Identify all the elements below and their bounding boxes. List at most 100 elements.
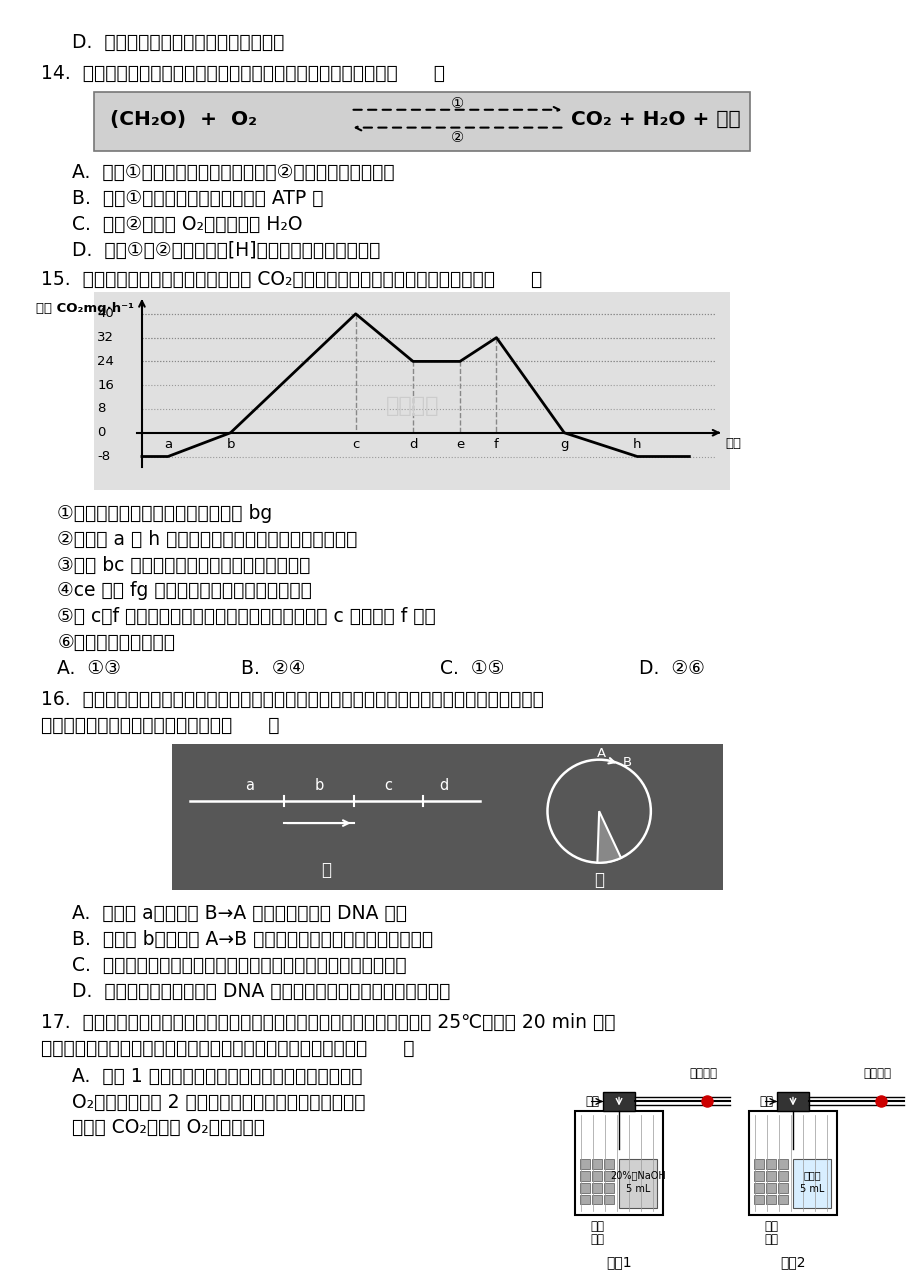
Bar [766, 1195, 776, 1204]
Text: 8: 8 [97, 403, 106, 415]
Bar [580, 1182, 590, 1192]
Text: ③影响 bc 段光合速率的外界因素只有光照强度: ③影响 bc 段光合速率的外界因素只有光照强度 [57, 555, 311, 575]
Bar [777, 1092, 808, 1111]
Text: a: a [244, 777, 254, 792]
Bar [777, 1171, 788, 1181]
Text: 吸释放 CO₂和消耗 O₂的体积之差: 吸释放 CO₂和消耗 O₂的体积之差 [73, 1119, 265, 1138]
Text: ①该植物进行光合作用的时间区段是 bg: ①该植物进行光合作用的时间区段是 bg [57, 505, 272, 524]
Bar [792, 1159, 830, 1209]
Text: ②: ② [450, 130, 463, 144]
Text: ⑥该植物处于生长时期: ⑥该植物处于生长时期 [57, 633, 176, 652]
Text: A.  甲中的 a、乙中的 B→A 时细胞正在进行 DNA 复制: A. 甲中的 a、乙中的 B→A 时细胞正在进行 DNA 复制 [73, 905, 407, 924]
Text: A: A [596, 748, 605, 761]
Text: 20%的NaOH: 20%的NaOH [609, 1170, 665, 1180]
Bar [592, 1159, 601, 1168]
Bar [580, 1195, 590, 1204]
Text: 24: 24 [97, 355, 114, 368]
Text: 40: 40 [97, 307, 114, 320]
Text: 种子: 种子 [764, 1233, 777, 1246]
Text: 32: 32 [97, 331, 114, 344]
Text: -8: -8 [97, 450, 110, 462]
Text: 吸收 CO₂mg·h⁻¹: 吸收 CO₂mg·h⁻¹ [36, 302, 134, 315]
Text: CO₂ + H₂O + 能量: CO₂ + H₂O + 能量 [571, 110, 740, 129]
Text: B: B [622, 755, 630, 769]
Bar [777, 1159, 788, 1168]
Text: ①: ① [450, 96, 463, 111]
Bar [603, 1092, 634, 1111]
Text: 17.  如图所示装置测定种子萌发时进行的细胞呼吸类型。同时关闭活塞，在 25℃下经过 20 min 再观: 17. 如图所示装置测定种子萌发时进行的细胞呼吸类型。同时关闭活塞，在 25℃下… [40, 1013, 615, 1032]
Text: A.  过程①只能在线粒体中进行，过程②只能在叶绿体中进行: A. 过程①只能在线粒体中进行，过程②只能在叶绿体中进行 [73, 163, 394, 182]
Text: c: c [384, 777, 392, 792]
Bar [766, 1159, 776, 1168]
Bar [574, 1111, 662, 1215]
Text: ④ce 段与 fg 段光合速率下降的原因完全相同: ④ce 段与 fg 段光合速率下降的原因完全相同 [57, 581, 312, 600]
Text: f: f [494, 438, 498, 451]
Bar [777, 1182, 788, 1192]
Text: 红色液滴: 红色液滴 [689, 1066, 717, 1079]
Text: 装置2: 装置2 [779, 1255, 805, 1269]
Text: A.  ①③: A. ①③ [57, 659, 121, 678]
Bar [94, 292, 730, 490]
Text: e: e [455, 438, 463, 451]
Bar [618, 1159, 656, 1209]
Text: B.  图中的 b、乙中的 A→B 时细胞会出现染色体数目加倍的时期: B. 图中的 b、乙中的 A→B 时细胞会出现染色体数目加倍的时期 [73, 930, 433, 949]
Text: 示结果分析其细胞周期，不正确的是（      ）: 示结果分析其细胞周期，不正确的是（ ） [40, 716, 278, 735]
Bar [604, 1182, 613, 1192]
Wedge shape [596, 812, 620, 862]
Text: 装置1: 装置1 [606, 1255, 631, 1269]
Text: 15.  下图为某植株在夏季晴天一昼夜内 CO₂吸收量的变化情况，以下判断正确的是（      ）: 15. 下图为某植株在夏季晴天一昼夜内 CO₂吸收量的变化情况，以下判断正确的是… [40, 270, 541, 289]
Bar [592, 1171, 601, 1181]
Text: C.  过程②产生的 O₂中的氧来自 H₂O: C. 过程②产生的 O₂中的氧来自 H₂O [73, 215, 302, 234]
Text: b: b [314, 777, 323, 792]
Bar [580, 1171, 590, 1181]
Text: 甲: 甲 [321, 861, 331, 879]
Bar [766, 1182, 776, 1192]
Text: d: d [439, 777, 448, 792]
Text: ⑤若 c、f 时刻的光合速率相等，则植物呼吸速率为 c 时刻大于 f 时刻: ⑤若 c、f 时刻的光合速率相等，则植物呼吸速率为 c 时刻大于 f 时刻 [57, 608, 436, 626]
Text: 时间: 时间 [724, 437, 741, 450]
Text: a: a [164, 438, 172, 451]
Text: D.  胰岛素含有氮元素，能调节生命活动: D. 胰岛素含有氮元素，能调节生命活动 [73, 33, 284, 51]
Bar [766, 1171, 776, 1181]
Text: 红色液滴: 红色液滴 [863, 1066, 891, 1079]
Text: 察红色液滴的移动情况，下列对实验结果的分析不符合实际的是（      ）: 察红色液滴的移动情况，下列对实验结果的分析不符合实际的是（ ） [40, 1040, 414, 1057]
Bar [580, 1159, 590, 1168]
FancyBboxPatch shape [94, 92, 749, 152]
Text: ②植物在 a 和 h 时刻只进行呼吸作用，不进行光合作用: ②植物在 a 和 h 时刻只进行呼吸作用，不进行光合作用 [57, 530, 357, 549]
Text: D.  过程①和②中均能产生[H]，且二者还原的物质相同: D. 过程①和②中均能产生[H]，且二者还原的物质相同 [73, 241, 380, 260]
Text: 蒸馏水: 蒸馏水 [802, 1170, 820, 1180]
Text: 5 mL: 5 mL [625, 1184, 650, 1194]
Text: B.  ②④: B. ②④ [241, 659, 305, 678]
Text: A.  装置 1 的红色液滴向左移动的体积是细胞呼吸消耗: A. 装置 1 的红色液滴向左移动的体积是细胞呼吸消耗 [73, 1066, 362, 1085]
Text: D.  根据在细胞周期中阻断 DNA 复制的原理，可以控制癌细胞的增生: D. 根据在细胞周期中阻断 DNA 复制的原理，可以控制癌细胞的增生 [73, 981, 450, 1000]
Text: 活塞: 活塞 [758, 1094, 772, 1108]
Bar [172, 744, 722, 891]
Text: 乙: 乙 [594, 870, 604, 889]
Text: 活塞: 活塞 [584, 1094, 598, 1108]
Bar [604, 1159, 613, 1168]
Text: 0: 0 [97, 427, 106, 440]
Text: 萌发: 萌发 [764, 1220, 777, 1233]
Bar [754, 1195, 764, 1204]
Text: b: b [226, 438, 234, 451]
Text: D.  ②⑥: D. ②⑥ [638, 659, 704, 678]
Bar [777, 1195, 788, 1204]
Text: C.  甲、乙中会发生同源染色体的分离，非同源染色体的自由组合: C. 甲、乙中会发生同源染色体的分离，非同源染色体的自由组合 [73, 956, 406, 975]
Text: 16: 16 [97, 378, 114, 391]
Text: C.  ①⑤: C. ①⑤ [439, 659, 504, 678]
Text: c: c [352, 438, 359, 451]
Text: 14.  下图是细胞中糖类合成与分解过程示意图，下列叙述正确的是（      ）: 14. 下图是细胞中糖类合成与分解过程示意图，下列叙述正确的是（ ） [40, 64, 444, 83]
Text: g: g [560, 438, 568, 451]
Text: 16.  甲乙两图均表示连续分裂的细胞的细胞周期图示，乙中按箭头方向，表示细胞周期。从图中所: 16. 甲乙两图均表示连续分裂的细胞的细胞周期图示，乙中按箭头方向，表示细胞周期… [40, 691, 543, 710]
Bar [592, 1195, 601, 1204]
Text: (CH₂O)  +  O₂: (CH₂O) + O₂ [110, 110, 256, 129]
Bar [604, 1195, 613, 1204]
Text: h: h [632, 438, 641, 451]
Text: O₂的体积，装置 2 的红色液滴向右移动的体积是细胞呼: O₂的体积，装置 2 的红色液滴向右移动的体积是细胞呼 [73, 1093, 366, 1111]
Text: 5 mL: 5 mL [799, 1184, 823, 1194]
Text: 种子: 种子 [589, 1233, 604, 1246]
Text: d: d [408, 438, 417, 451]
Bar [748, 1111, 835, 1215]
Text: B.  过程①产生的能量全部都储存在 ATP 中: B. 过程①产生的能量全部都储存在 ATP 中 [73, 189, 323, 208]
Bar [754, 1182, 764, 1192]
